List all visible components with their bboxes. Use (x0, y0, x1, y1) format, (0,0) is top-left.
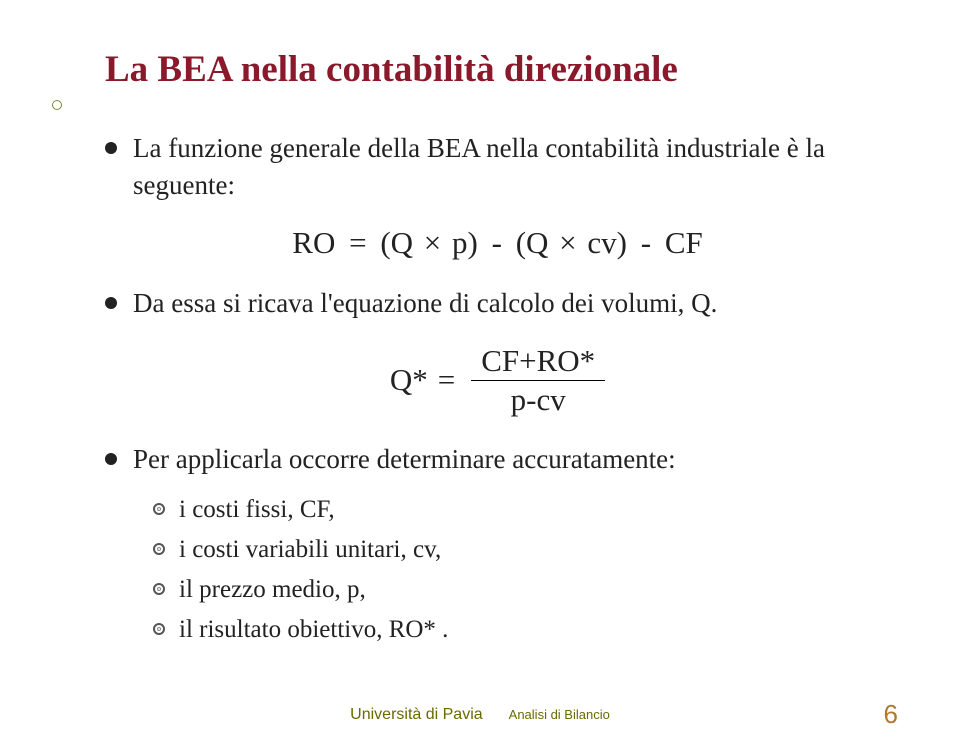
sub-bullet-text: i costi variabili unitari, cv, (179, 533, 441, 567)
slide-footer: Università di Pavia Analisi di Bilancio (0, 706, 960, 724)
slide: La BEA nella contabilità direzionale La … (0, 0, 960, 754)
formula-ro: RO = (Q × p) - (Q × cv) - CF (105, 225, 890, 261)
footer-subject: Analisi di Bilancio (509, 707, 610, 722)
formula-part: = (343, 225, 372, 260)
fraction: CF+RO* p-cv (471, 344, 605, 417)
formula-part: - (486, 225, 508, 260)
bullet-item: Da essa si ricava l'equazione di calcolo… (105, 285, 890, 321)
fraction-numerator: CF+RO* (471, 344, 605, 381)
formula-part: (Q (516, 225, 549, 260)
disc-icon (105, 297, 117, 309)
formula-part: (Q (380, 225, 413, 260)
formula-part: CF (665, 225, 703, 260)
fraction-denominator: p-cv (471, 381, 605, 417)
ring-icon (153, 503, 165, 515)
sub-bullet-text: il risultato obiettivo, RO* . (179, 613, 448, 647)
sub-bullet-item: il risultato obiettivo, RO* . (153, 613, 890, 647)
formula-part: Q* (390, 362, 428, 398)
bullet-text: La funzione generale della BEA nella con… (133, 130, 890, 203)
sub-bullet-text: i costi fissi, CF, (179, 493, 335, 527)
formula-part: p) (452, 225, 478, 260)
bullet-item: La funzione generale della BEA nella con… (105, 130, 890, 203)
ring-icon (153, 583, 165, 595)
formula-part: cv) (587, 225, 627, 260)
ring-icon (153, 623, 165, 635)
bullet-text: Per applicarla occorre determinare accur… (133, 441, 676, 477)
sublist: i costi fissi, CF, i costi variabili uni… (153, 493, 890, 646)
disc-icon (105, 142, 117, 154)
page-number: 6 (884, 699, 898, 730)
formula-part: RO (292, 225, 335, 260)
ring-icon (153, 543, 165, 555)
footer-university: Università di Pavia (350, 706, 483, 724)
formula-part: - (635, 225, 657, 260)
bullet-text: Da essa si ricava l'equazione di calcolo… (133, 285, 717, 321)
formula-qstar: Q* = CF+RO* p-cv (105, 344, 890, 417)
formula-part: = (432, 362, 461, 398)
corner-decoration-icon (52, 100, 62, 110)
disc-icon (105, 453, 117, 465)
sub-bullet-text: il prezzo medio, p, (179, 573, 366, 607)
sub-bullet-item: i costi fissi, CF, (153, 493, 890, 527)
sub-bullet-item: il prezzo medio, p, (153, 573, 890, 607)
formula-part: × (421, 225, 444, 260)
sub-bullet-item: i costi variabili unitari, cv, (153, 533, 890, 567)
bullet-item: Per applicarla occorre determinare accur… (105, 441, 890, 477)
slide-title: La BEA nella contabilità direzionale (105, 48, 890, 92)
formula-part: × (556, 225, 579, 260)
